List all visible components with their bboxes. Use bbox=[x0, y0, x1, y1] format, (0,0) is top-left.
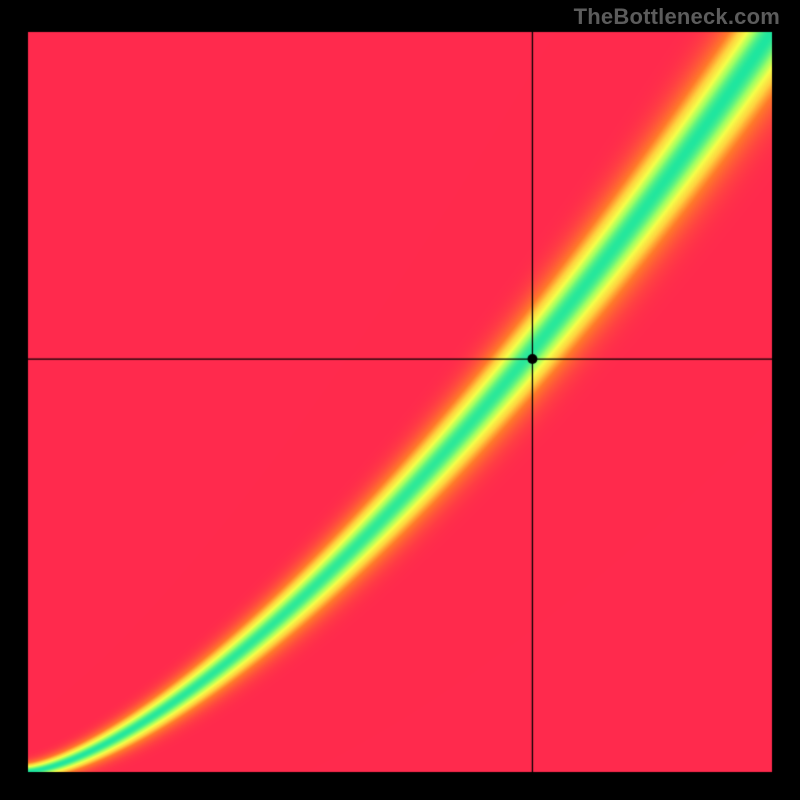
watermark-text: TheBottleneck.com bbox=[574, 4, 780, 30]
chart-container: TheBottleneck.com bbox=[0, 0, 800, 800]
bottleneck-heatmap bbox=[0, 0, 800, 800]
